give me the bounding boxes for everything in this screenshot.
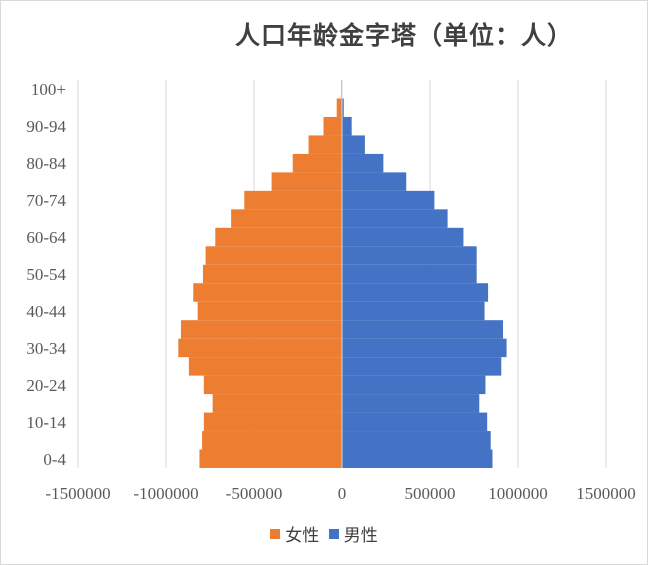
y-tick-label-40-44: 40-44 (26, 302, 66, 321)
y-tick-label-50-54: 50-54 (26, 265, 66, 284)
legend-swatch-female (270, 528, 281, 539)
bar-male-40-44 (342, 301, 485, 321)
bar-female-60-64 (215, 227, 342, 247)
bar-male-45-49 (342, 283, 489, 302)
bar-male-65-69 (342, 209, 448, 228)
bar-male-25-29 (342, 357, 502, 376)
x-tick-label-3: 0 (338, 484, 347, 503)
bar-female-45-49 (193, 283, 342, 302)
bar-female-40-44 (197, 301, 342, 321)
y-tick-label-100+: 100+ (31, 80, 66, 99)
bar-male-70-74 (342, 190, 435, 210)
bar-female-5-9 (202, 431, 342, 450)
legend-label-male: 男性 (343, 526, 378, 546)
bar-male-80-84 (342, 153, 384, 173)
y-tick-label-60-64: 60-64 (26, 228, 66, 247)
x-tick-label-4: 500000 (405, 484, 456, 503)
bar-female-20-24 (203, 375, 342, 395)
bar-female-0-4 (199, 449, 342, 468)
y-tick-label-80-84: 80-84 (26, 154, 66, 173)
x-tick-label-5: 1000000 (488, 484, 548, 503)
bar-female-90-94 (323, 116, 342, 136)
bar-female-85-89 (308, 135, 342, 154)
bar-male-50-54 (342, 264, 477, 284)
bar-male-5-9 (342, 431, 491, 450)
bar-female-70-74 (244, 190, 342, 210)
bar-male-0-4 (342, 449, 493, 468)
bar-female-75-79 (271, 172, 342, 191)
y-tick-label-90-94: 90-94 (26, 117, 66, 136)
legend-item-female: 女性 (270, 521, 319, 546)
y-tick-label-30-34: 30-34 (26, 339, 66, 358)
bar-female-55-59 (205, 246, 342, 265)
bar-female-25-29 (188, 357, 342, 376)
x-tick-label-1: -1000000 (133, 484, 198, 503)
bar-male-90-94 (342, 116, 352, 136)
bar-female-80-84 (292, 153, 342, 173)
y-tick-label-10-14: 10-14 (26, 413, 66, 432)
legend-item-male: 男性 (328, 521, 378, 546)
bar-female-65-69 (231, 209, 342, 228)
bar-male-10-14 (342, 412, 488, 432)
bar-male-95-99 (342, 98, 344, 117)
bar-female-50-54 (202, 264, 342, 284)
bar-male-20-24 (342, 375, 486, 395)
bar-female-95-99 (336, 98, 342, 117)
legend: 女性 男性 (0, 521, 648, 546)
y-tick-label-20-24: 20-24 (26, 376, 66, 395)
bar-male-15-19 (342, 394, 480, 413)
legend-swatch-male (328, 528, 339, 539)
bar-female-35-39 (180, 320, 342, 339)
chart-title: 人口年龄金字塔（单位：人） (234, 21, 573, 50)
x-tick-label-0: -1500000 (45, 484, 110, 503)
bar-male-75-79 (342, 172, 407, 191)
bar-male-85-89 (342, 135, 365, 154)
legend-label-female: 女性 (285, 526, 320, 546)
x-tick-label-2: -500000 (226, 484, 283, 503)
bar-female-15-19 (212, 394, 342, 413)
bar-female-10-14 (203, 412, 342, 432)
bar-male-60-64 (342, 227, 464, 247)
x-tick-label-6: 1500000 (576, 484, 636, 503)
y-tick-label-0-4: 0-4 (43, 450, 66, 469)
bar-male-35-39 (342, 320, 504, 339)
bar-male-30-34 (342, 338, 507, 358)
bar-male-55-59 (342, 246, 477, 265)
y-tick-label-70-74: 70-74 (26, 191, 66, 210)
bar-female-30-34 (178, 338, 342, 358)
